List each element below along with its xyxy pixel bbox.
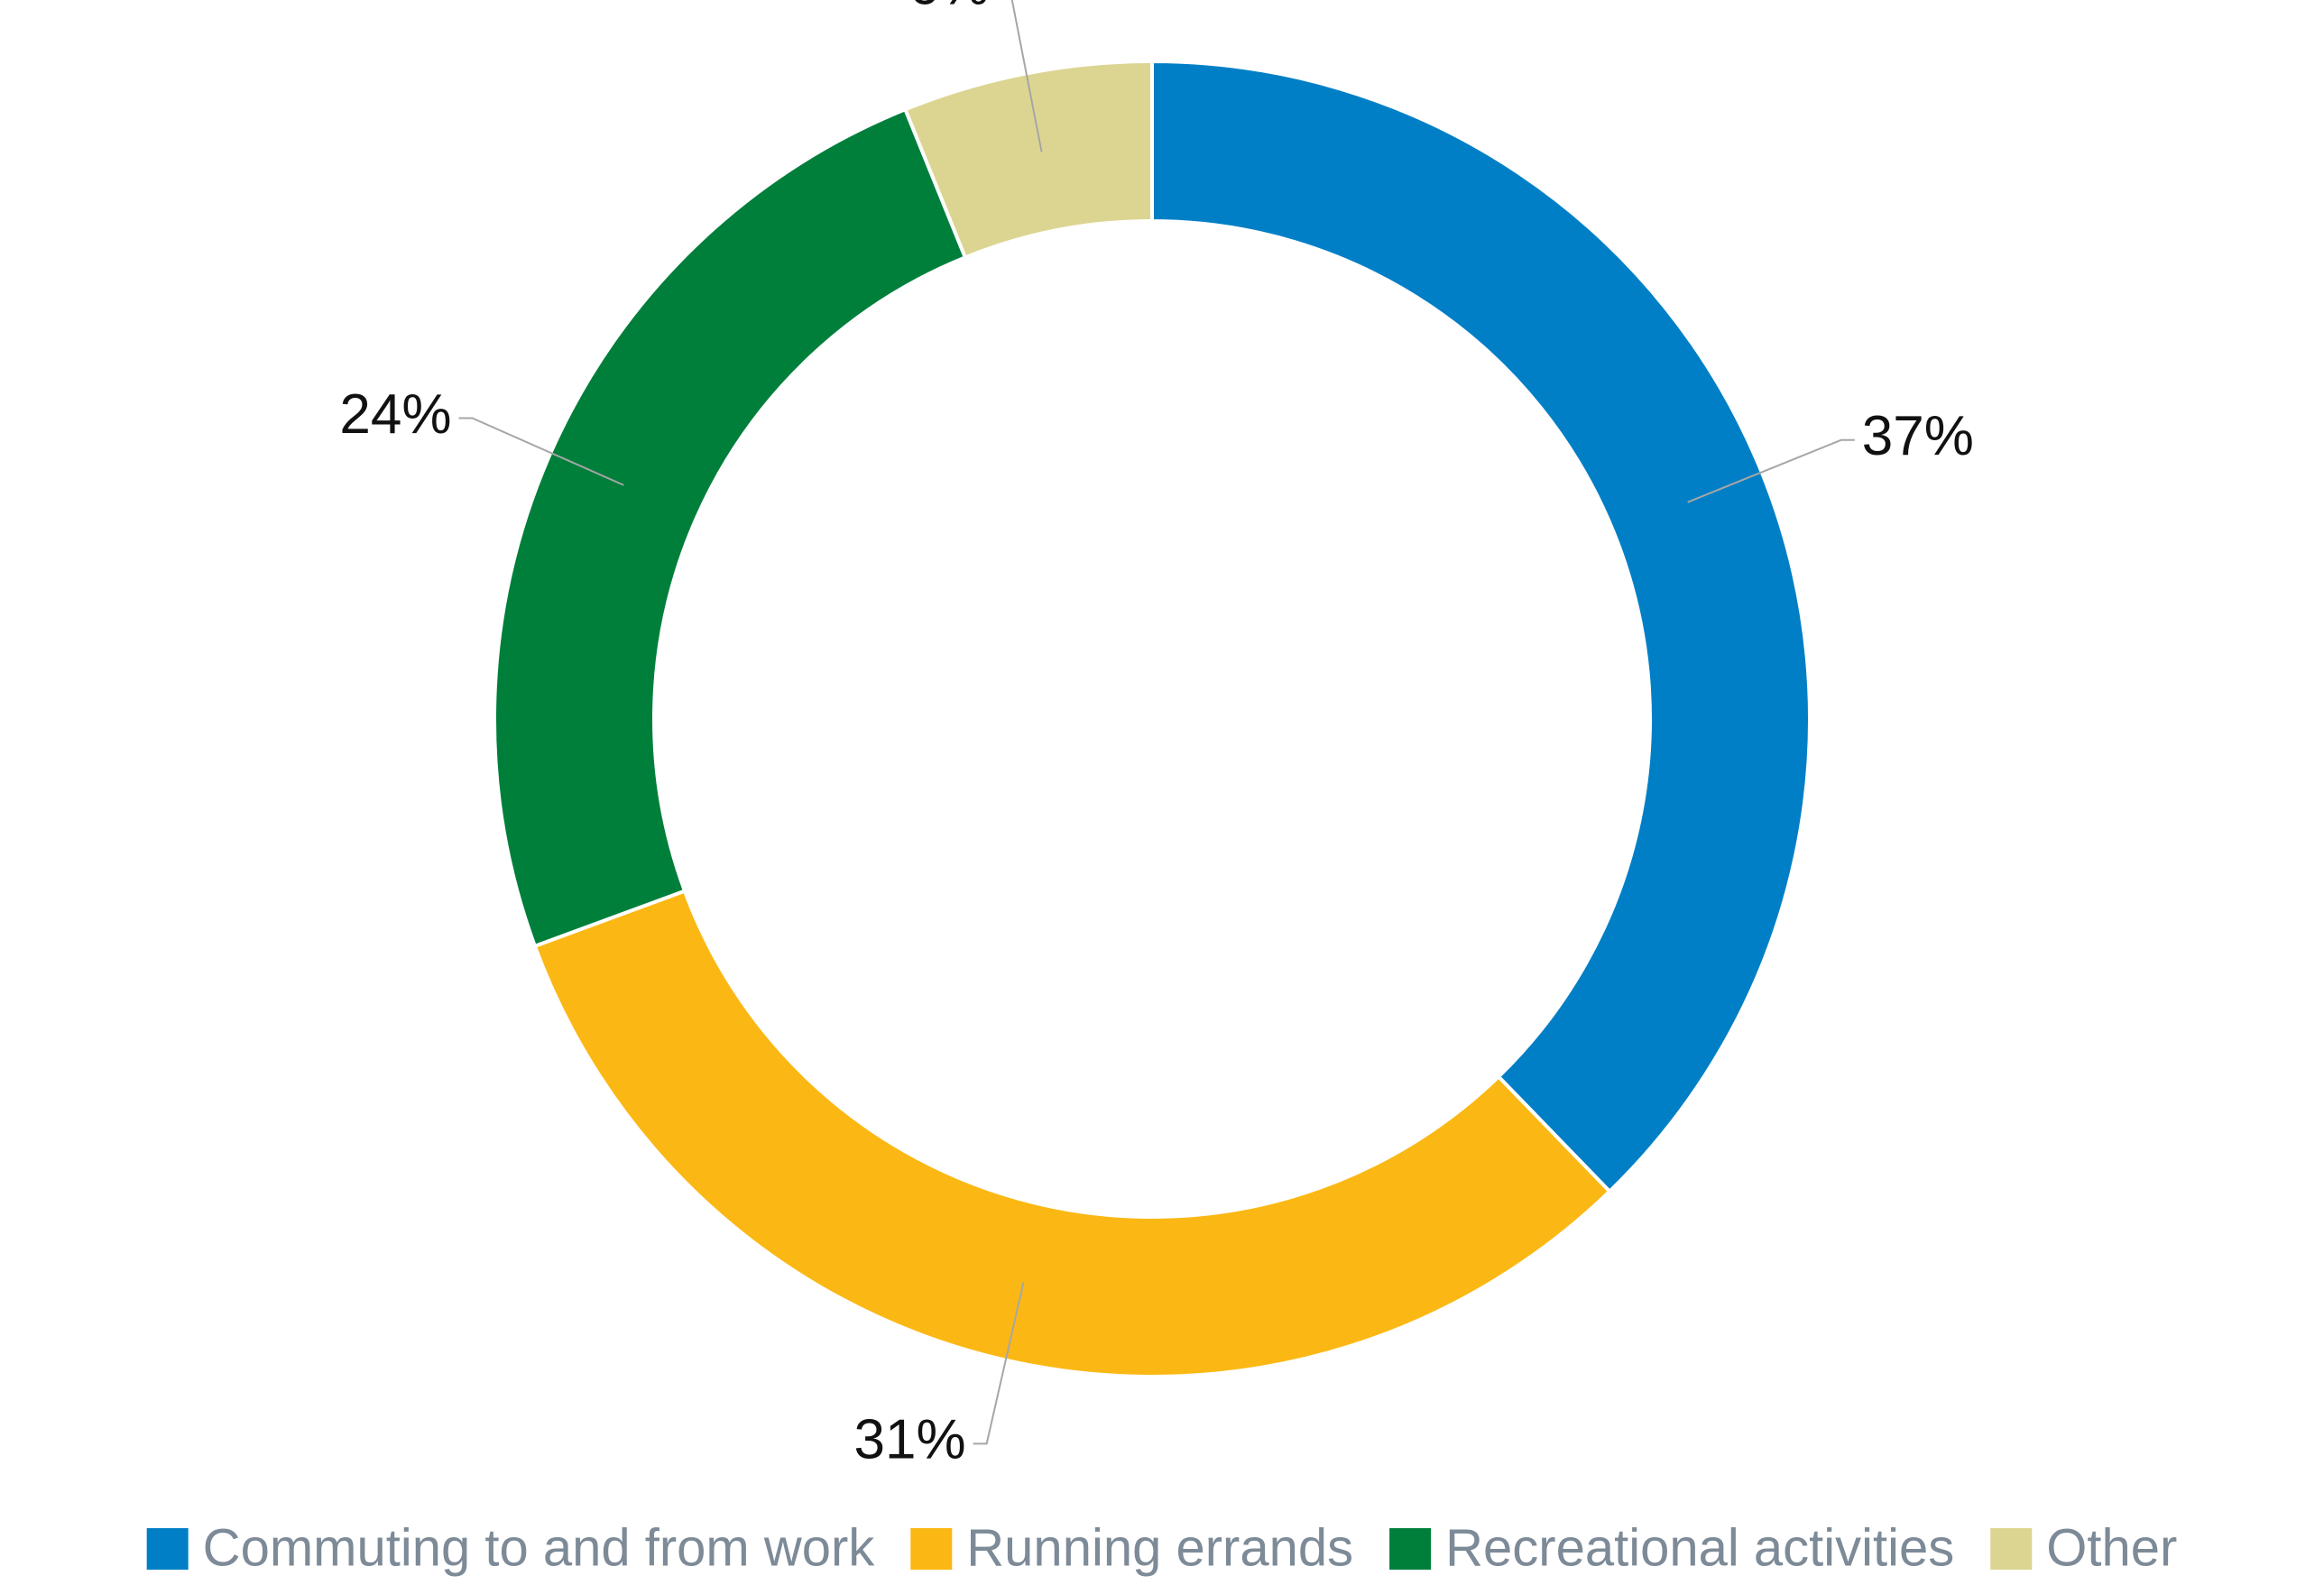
leader-line [1687,438,1855,503]
donut-slice [1150,59,1812,1194]
data-label: 31% [854,1409,966,1471]
data-label: 6% [908,0,990,17]
legend-label: Running errands [966,1518,1353,1577]
legend-label: Other [2046,1518,2177,1577]
leader-line [1010,0,1043,152]
legend-swatch [1990,1528,2033,1570]
leader-line [973,1282,1025,1445]
legend-swatch [910,1528,953,1570]
legend-swatch [146,1528,189,1570]
data-label: 37% [1862,405,1974,467]
legend-swatch [1389,1528,1432,1570]
legend-label: Recreational activities [1445,1518,1954,1577]
leader-line [458,417,624,486]
legend-label: Commuting to and from work [203,1518,876,1577]
donut-slice [902,59,1154,260]
donut-slice [493,106,968,949]
data-label: 24% [339,383,451,446]
legend: Commuting to and from work Running errand… [146,1518,2177,1577]
donut-slice [532,889,1612,1378]
